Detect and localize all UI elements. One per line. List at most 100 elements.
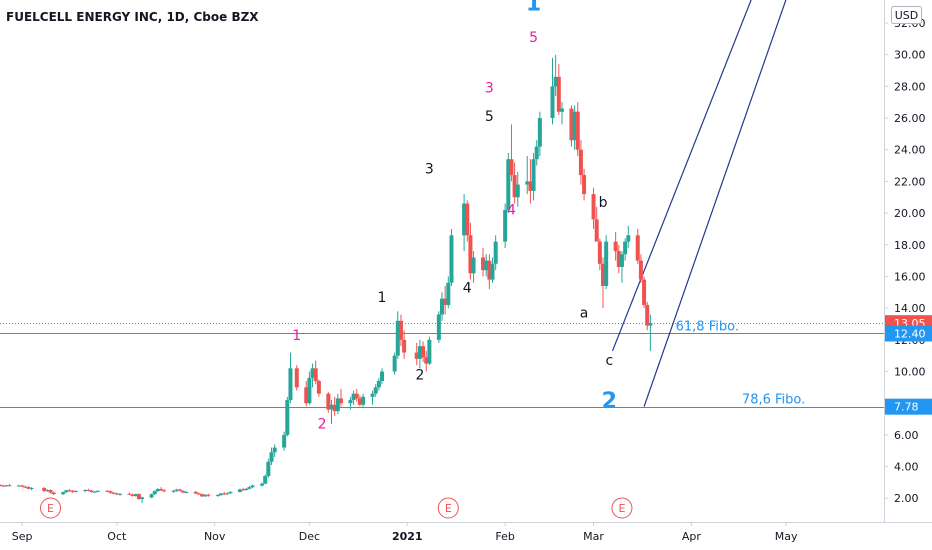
channel-line xyxy=(643,0,787,407)
x-tick-label: Oct xyxy=(107,530,127,543)
y-tick-label: 18.00 xyxy=(894,239,926,252)
x-tick-label: 2021 xyxy=(392,530,423,543)
candle-body xyxy=(635,235,640,261)
candle-body xyxy=(20,485,25,487)
candle-body xyxy=(468,235,473,274)
chart-title: FUELCELL ENERGY INC, 1D, Cboe BZX xyxy=(6,10,259,24)
candle-body xyxy=(140,497,145,500)
candle-body xyxy=(64,490,69,493)
wave-label: 1 xyxy=(378,290,387,306)
candle-body xyxy=(424,357,429,364)
candle-body xyxy=(550,86,555,119)
candle-body xyxy=(285,400,290,435)
candle-body xyxy=(380,371,385,382)
candle-body xyxy=(597,241,602,264)
candle-body xyxy=(294,368,299,388)
candle-body xyxy=(23,486,28,488)
wave-label: 2 xyxy=(318,417,327,433)
candle-body xyxy=(263,476,268,484)
candle-body xyxy=(288,368,293,401)
earnings-marker xyxy=(611,497,633,519)
candle-body xyxy=(645,304,650,326)
candle-body xyxy=(67,490,72,492)
y-tick-label: 16.00 xyxy=(894,270,926,283)
candle-body xyxy=(578,149,583,176)
price-label-box xyxy=(885,325,932,342)
currency-label[interactable]: USD xyxy=(895,9,919,22)
candle-body xyxy=(509,159,514,176)
candle-body xyxy=(7,485,12,487)
wave-label: 1 xyxy=(526,0,541,16)
candle-body xyxy=(392,355,397,372)
candle-body xyxy=(421,346,426,358)
candle-body xyxy=(528,181,533,191)
wave-label: 4 xyxy=(507,203,516,219)
fibo-labels: 61,8 Fibo. 78,6 Fibo. xyxy=(676,319,806,407)
candle-body xyxy=(484,260,489,271)
fibo-label: 61,8 Fibo. xyxy=(676,319,739,334)
wave-label: 4 xyxy=(463,280,472,296)
candle-body xyxy=(228,491,233,494)
candle-body xyxy=(604,241,609,286)
candle-body xyxy=(266,461,271,477)
candle-body xyxy=(127,493,132,495)
wave-label: 1 xyxy=(292,328,301,344)
candle-body xyxy=(370,393,375,397)
y-tick-label: 30.00 xyxy=(894,49,926,62)
x-tick-label: Nov xyxy=(204,530,226,543)
candle-body xyxy=(531,159,536,191)
candle-body xyxy=(316,381,321,394)
candle-body xyxy=(449,235,454,283)
time-axis[interactable]: Sep Oct Nov Dec 2021 Feb Mar Apr May xyxy=(12,522,798,543)
candle-body xyxy=(329,404,334,410)
candle-body xyxy=(446,282,451,305)
candle-body xyxy=(114,493,119,495)
candle-body xyxy=(351,393,356,401)
wave-labels: 1 2 1 2 3 4 5 3 4 5 1 a b c 2 xyxy=(292,0,617,433)
candle-body xyxy=(556,76,561,112)
candle-body xyxy=(623,241,628,255)
wave-label: 3 xyxy=(425,161,434,177)
candle-body xyxy=(247,487,252,489)
candle-body xyxy=(361,396,366,405)
candle-body xyxy=(313,368,318,382)
candle-body xyxy=(626,235,631,242)
earnings-marker xyxy=(437,497,459,519)
candle-body xyxy=(16,485,21,487)
candle-body xyxy=(335,398,340,412)
x-tick-label: Sep xyxy=(12,530,33,543)
y-tick-label: 26.00 xyxy=(894,112,926,125)
candle-body xyxy=(219,493,223,496)
candle-body xyxy=(282,434,287,448)
channel-lines xyxy=(611,0,787,407)
candle-body xyxy=(73,490,78,492)
candle-body xyxy=(395,320,400,356)
candle-body xyxy=(159,489,164,491)
candle-body xyxy=(487,260,492,280)
price-label: 7.78 xyxy=(894,401,919,414)
candle-body xyxy=(95,490,100,492)
candle-body xyxy=(184,491,189,493)
candle-body xyxy=(582,175,587,195)
currency-button[interactable]: USD xyxy=(891,6,922,24)
candle-body xyxy=(490,263,495,280)
candle-body xyxy=(332,404,337,412)
candle-body xyxy=(465,203,470,236)
candle-body xyxy=(559,108,564,112)
candle-body xyxy=(203,494,208,497)
price-label-box xyxy=(885,398,932,415)
candle-body xyxy=(133,494,138,497)
price-label: 12.40 xyxy=(894,327,926,340)
candle-body xyxy=(376,381,381,388)
candle-body xyxy=(181,490,186,493)
candle-body xyxy=(200,494,205,497)
candle-body xyxy=(471,257,476,274)
candle-body xyxy=(45,490,50,492)
y-tick-label: 28.00 xyxy=(894,80,926,93)
candle-body xyxy=(162,490,167,492)
candle-body xyxy=(1,485,6,487)
candle-body xyxy=(525,181,530,185)
candle-body xyxy=(83,490,88,492)
